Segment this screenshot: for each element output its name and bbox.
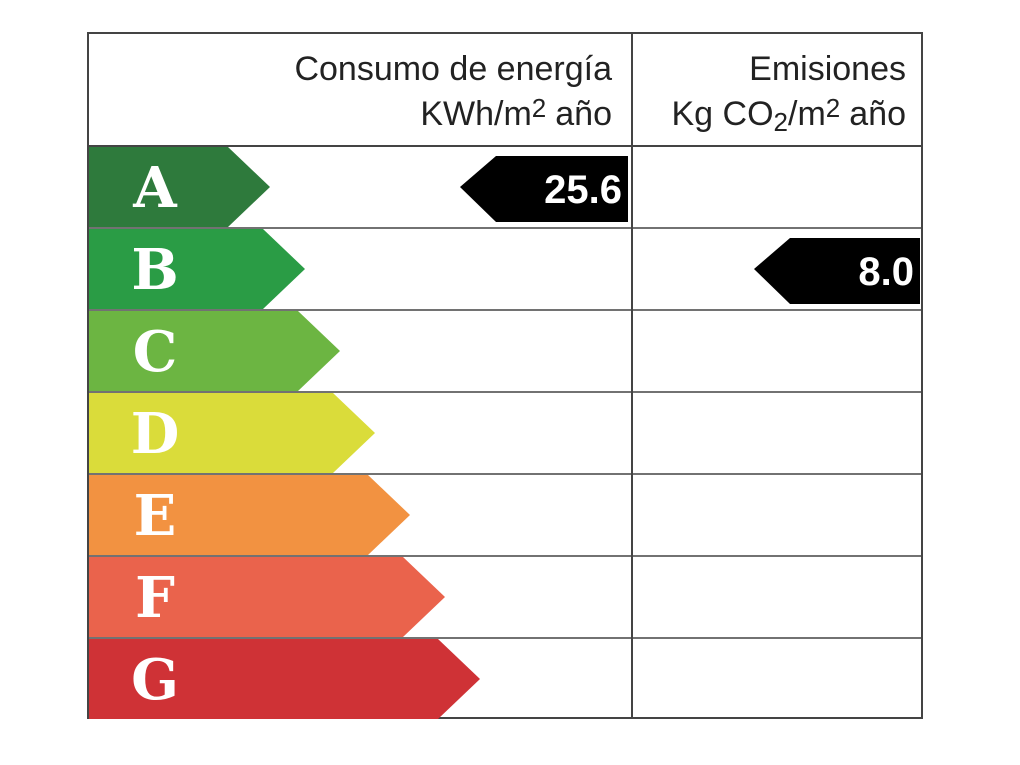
rating-letter: G	[131, 647, 179, 713]
rating-letter: B	[131, 237, 178, 303]
value-marker	[754, 238, 920, 304]
rating-arrow	[89, 229, 305, 309]
rating-arrow	[89, 475, 410, 555]
value-marker	[460, 156, 628, 222]
value-label: 8.0	[858, 250, 914, 294]
energy-title: Consumo de energía	[294, 50, 612, 88]
rating-arrow	[89, 639, 480, 719]
emissions-unit: Kg CO2/m2 año	[672, 93, 907, 137]
rating-letter: D	[131, 401, 180, 467]
rating-letter: F	[135, 565, 175, 631]
rating-arrow	[89, 393, 375, 473]
rating-letter: A	[132, 155, 178, 221]
rating-arrow	[89, 557, 445, 637]
frame	[87, 32, 923, 719]
rating-arrow	[89, 311, 340, 391]
rating-arrow	[89, 147, 270, 227]
rating-letter: E	[134, 483, 177, 549]
value-label: 25.6	[544, 168, 622, 212]
emissions-title: Emisiones	[749, 50, 906, 88]
rating-letter: C	[133, 319, 178, 385]
energy-unit: KWh/m2 año	[420, 93, 612, 133]
